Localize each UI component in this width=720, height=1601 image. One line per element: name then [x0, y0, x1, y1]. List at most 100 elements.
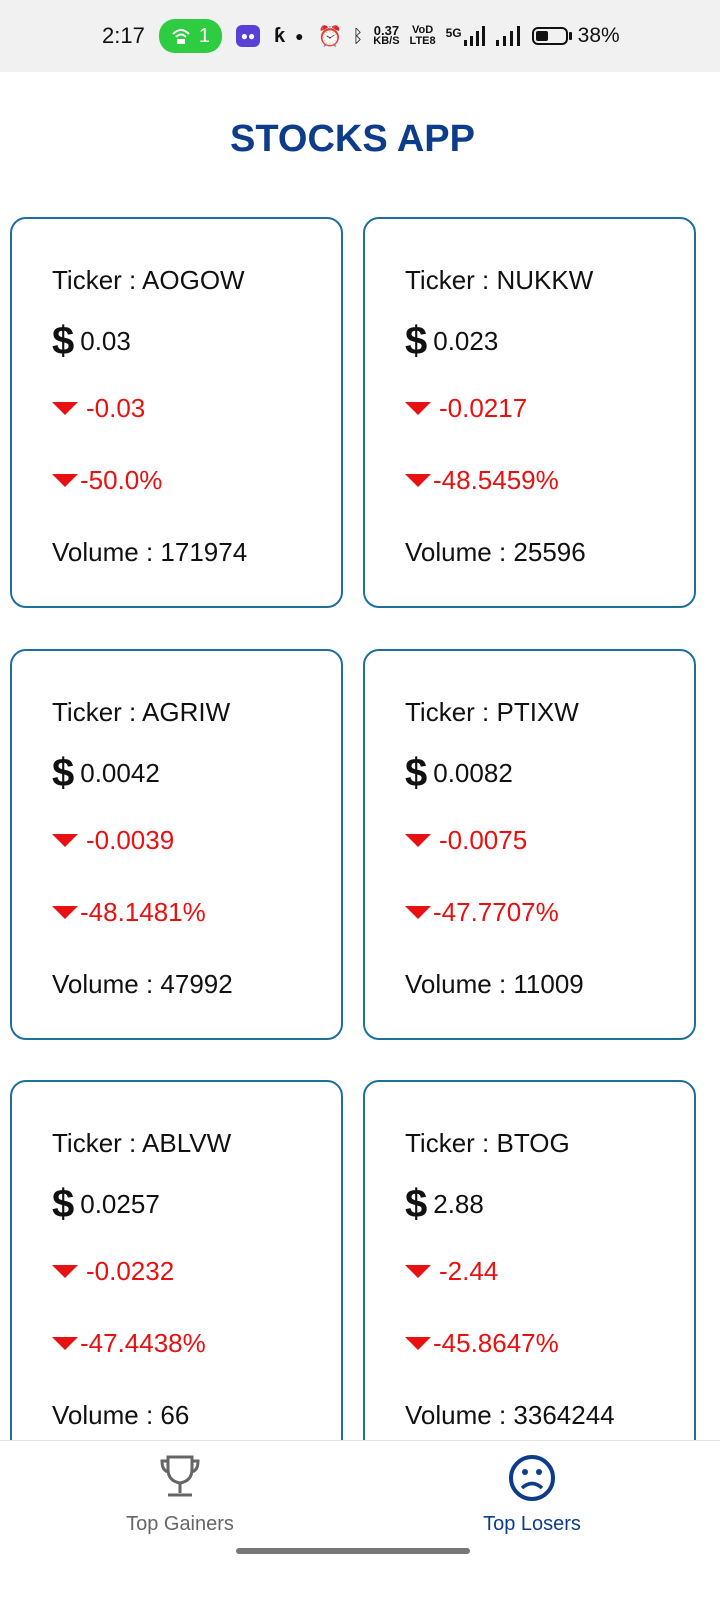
hotspot-count: 1: [198, 24, 210, 47]
price-value: 0.0257: [80, 1188, 160, 1219]
price-row: $ 0.0257: [52, 1184, 160, 1224]
change-value: -0.0075: [439, 825, 528, 855]
down-arrow-icon: [405, 906, 431, 919]
change-value: -0.0039: [86, 825, 175, 855]
stock-card[interactable]: Ticker : AOGOW $ 0.03 -0.03 -50.0% Volum…: [10, 217, 343, 608]
price-value: 0.0082: [433, 757, 513, 788]
bluetooth-icon: ᛒ: [352, 25, 364, 46]
volte-bottom: LTE8: [409, 35, 436, 47]
price-value: 2.88: [433, 1188, 484, 1219]
change-row: -0.0039: [52, 825, 174, 856]
status-bar: 2:17 1 ●● ƙ ● ⏰ ᛒ 0.37 KB/S VoD LTE8 5G …: [0, 0, 720, 72]
percent-row: -48.5459%: [405, 465, 559, 496]
volume-label: Volume : 66: [52, 1400, 190, 1430]
stock-card[interactable]: Ticker : ABLVW $ 0.0257 -0.0232 -47.4438…: [10, 1080, 343, 1471]
volume-label: Volume : 11009: [405, 969, 584, 999]
percent-row: -48.1481%: [52, 897, 206, 928]
volume-label: Volume : 47992: [52, 969, 233, 999]
net-speed-unit: KB/S: [373, 35, 400, 47]
net-speed: 0.37 KB/S: [373, 23, 400, 47]
ticker-label: Ticker : ABLVW: [52, 1128, 232, 1158]
stock-card[interactable]: Ticker : PTIXW $ 0.0082 -0.0075 -47.7707…: [363, 649, 696, 1040]
volume-label: Volume : 3364244: [405, 1400, 615, 1430]
stock-card[interactable]: Ticker : BTOG $ 2.88 -2.44 -45.8647% Vol…: [363, 1080, 696, 1471]
battery-percent: 38%: [577, 24, 620, 47]
signal-icon: [495, 26, 522, 46]
dollar-icon: $: [52, 1182, 75, 1226]
dollar-icon: $: [405, 319, 428, 363]
kotak-icon: ƙ: [273, 24, 286, 47]
percent-row: -45.8647%: [405, 1328, 559, 1359]
down-arrow-icon: [52, 834, 78, 847]
down-arrow-icon: [52, 906, 78, 919]
dot-icon: ●: [295, 28, 304, 44]
volume-label: Volume : 25596: [405, 537, 586, 567]
down-arrow-icon: [405, 834, 431, 847]
dollar-icon: $: [52, 319, 75, 363]
change-value: -2.44: [439, 1256, 499, 1286]
price-row: $ 0.0042: [52, 753, 160, 793]
down-arrow-icon: [52, 474, 78, 487]
battery-icon: [531, 27, 572, 45]
net-speed-value: 0.37: [373, 23, 400, 38]
hotspot-icon: [172, 29, 190, 44]
app-title: STOCKS APP: [230, 118, 475, 160]
price-row: $ 0.0082: [405, 753, 513, 793]
percent-value: -47.4438%: [80, 1328, 206, 1358]
stock-card[interactable]: Ticker : NUKKW $ 0.023 -0.0217 -48.5459%…: [363, 217, 696, 608]
change-row: -0.0075: [405, 825, 527, 856]
ticker-label: Ticker : AGRIW: [52, 697, 231, 727]
network-type: 5G: [445, 26, 462, 40]
signal-5g-icon: 5G: [446, 26, 486, 46]
price-value: 0.023: [433, 325, 499, 356]
change-row: -2.44: [405, 1256, 498, 1287]
game-app-icon: ●●: [235, 25, 260, 47]
down-arrow-icon: [405, 1337, 431, 1350]
down-arrow-icon: [52, 1265, 78, 1278]
down-arrow-icon: [52, 402, 78, 415]
down-arrow-icon: [405, 1265, 431, 1278]
percent-value: -50.0%: [80, 465, 163, 495]
dollar-icon: $: [405, 751, 428, 795]
ticker-label: Ticker : BTOG: [405, 1128, 570, 1158]
volte-indicator: VoD LTE8: [410, 25, 436, 47]
price-row: $ 2.88: [405, 1184, 484, 1224]
hotspot-indicator: 1: [158, 19, 222, 53]
nav-label-top-gainers: Top Gainers: [126, 1513, 234, 1535]
percent-row: -47.7707%: [405, 897, 559, 928]
trophy-icon: [158, 1453, 202, 1506]
ticker-label: Ticker : AOGOW: [52, 265, 245, 295]
nav-top-losers[interactable]: Top Losers: [352, 1441, 712, 1551]
nav-label-top-losers: Top Losers: [483, 1513, 581, 1535]
price-row: $ 0.023: [405, 321, 498, 361]
change-row: -0.03: [52, 393, 145, 424]
percent-value: -47.7707%: [433, 897, 559, 927]
change-row: -0.0217: [405, 393, 527, 424]
percent-row: -47.4438%: [52, 1328, 206, 1359]
price-value: 0.0042: [80, 757, 160, 788]
down-arrow-icon: [52, 1337, 78, 1350]
ticker-label: Ticker : PTIXW: [405, 697, 579, 727]
dollar-icon: $: [52, 751, 75, 795]
nav-top-gainers[interactable]: Top Gainers: [0, 1441, 360, 1551]
percent-value: -48.1481%: [80, 897, 206, 927]
down-arrow-icon: [405, 474, 431, 487]
volte-top: VoD: [411, 24, 434, 36]
change-value: -0.0217: [439, 393, 528, 423]
percent-row: -50.0%: [52, 465, 162, 496]
stock-card[interactable]: Ticker : AGRIW $ 0.0042 -0.0039 -48.1481…: [10, 649, 343, 1040]
percent-value: -45.8647%: [433, 1328, 559, 1358]
sad-face-icon: [507, 1453, 557, 1508]
change-value: -0.03: [86, 393, 146, 423]
change-value: -0.0232: [86, 1256, 175, 1286]
change-row: -0.0232: [52, 1256, 174, 1287]
home-indicator[interactable]: [236, 1548, 470, 1554]
bottom-nav: Top Gainers Top Losers: [0, 1440, 720, 1601]
down-arrow-icon: [405, 402, 431, 415]
percent-value: -48.5459%: [433, 465, 559, 495]
status-time: 2:17: [102, 23, 145, 48]
ticker-label: Ticker : NUKKW: [405, 265, 594, 295]
dollar-icon: $: [405, 1182, 428, 1226]
alarm-icon: ⏰: [317, 25, 343, 48]
price-row: $ 0.03: [52, 321, 131, 361]
